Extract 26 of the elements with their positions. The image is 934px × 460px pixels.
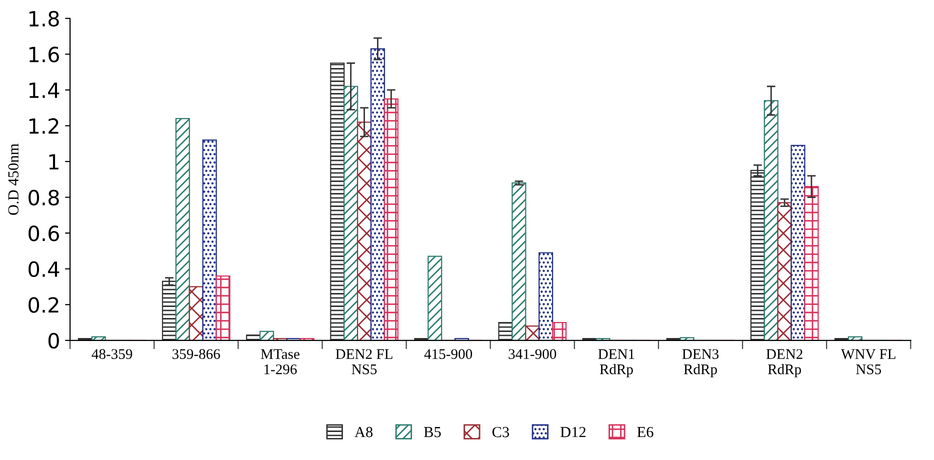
y-tick-label: 1.4 <box>29 82 60 98</box>
x-tick-label: WNV FL NS5 <box>841 349 896 374</box>
y-tick-label: 0.2 <box>28 297 58 313</box>
x-tick-label: DEN2 FL NS5 <box>336 349 392 374</box>
y-tick-label: 1.2 <box>29 118 58 134</box>
legend-label: A8 <box>354 426 373 438</box>
y-tick-label: 0.4 <box>28 261 60 278</box>
legend-label: C3 <box>492 426 510 438</box>
y-tick-label: 0.8 <box>28 190 59 206</box>
x-tick-label: 341-900 <box>508 349 556 359</box>
x-tick-label: DEN3 RdRp <box>682 349 719 378</box>
y-tick-label: 1.8 <box>29 10 59 27</box>
x-tick-label: 48-359 <box>92 349 132 359</box>
legend-label: E6 <box>637 426 654 438</box>
x-tick-label: MTase 1-296 <box>260 349 300 374</box>
y-tick-label: 0.6 <box>28 226 60 242</box>
y-axis-title: O.D 450nm <box>8 144 19 215</box>
y-tick-label: 1 <box>49 154 58 170</box>
x-tick-label: DEN1 RdRp <box>598 349 634 378</box>
x-tick-label: DEN2 RdRp <box>766 349 802 378</box>
y-tick-label: 0 <box>48 332 59 349</box>
legend-label: B5 <box>424 427 441 438</box>
x-tick-label: 415-900 <box>424 349 472 359</box>
legend-label: D12 <box>560 426 586 438</box>
y-tick-label: 1.6 <box>29 46 60 62</box>
x-tick-label: 359-866 <box>172 349 220 359</box>
